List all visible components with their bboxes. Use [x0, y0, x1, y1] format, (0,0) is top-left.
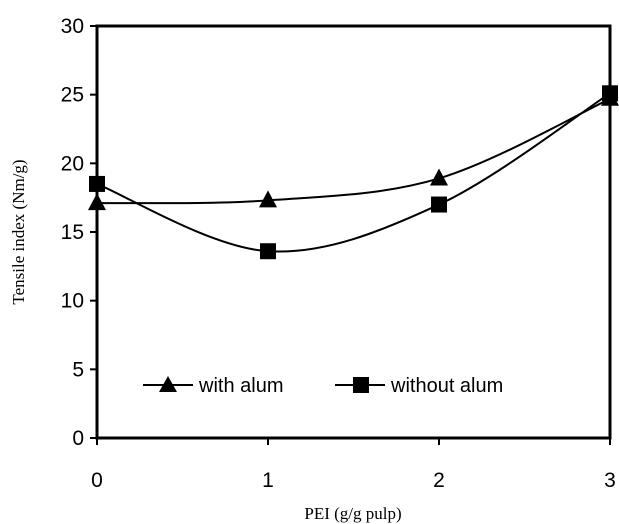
x-axis-label: PEI (g/g pulp): [304, 504, 401, 523]
y-tick-label: 5: [72, 358, 84, 381]
y-tick-label: 30: [61, 15, 84, 38]
legend-label-without-alum: without alum: [390, 375, 503, 397]
y-tick-label: 0: [72, 427, 84, 450]
plot-frame: [95, 24, 612, 440]
series-layer: [88, 85, 619, 260]
x-tick-label: 0: [91, 469, 103, 492]
data-point-without-alum: [260, 243, 276, 260]
x-tick-label: 1: [262, 469, 274, 492]
legend-marker-square: [353, 377, 369, 393]
y-axis: 0 5 10 15 20 25 30: [61, 15, 97, 450]
data-point-without-alum: [602, 85, 618, 102]
data-point-with-alum: [259, 190, 277, 208]
y-tick-label: 20: [61, 152, 84, 175]
data-point-without-alum: [431, 196, 447, 213]
x-tick-label: 3: [604, 469, 616, 492]
legend: with alum without alum: [143, 375, 503, 397]
legend-marker-triangle: [159, 376, 177, 392]
data-point-with-alum: [430, 168, 448, 186]
series-line-with-alum: [96, 97, 611, 205]
series-line-without-alum: [96, 92, 611, 253]
x-tick-label: 2: [433, 469, 445, 492]
y-axis-label: Tensile index (Nm/g): [9, 159, 28, 304]
data-point-without-alum: [89, 175, 105, 192]
legend-label-with-alum: with alum: [198, 375, 283, 397]
x-axis: 0 1 2 3: [91, 438, 616, 492]
y-tick-label: 25: [61, 84, 84, 107]
data-point-with-alum: [88, 193, 106, 211]
y-tick-label: 15: [61, 221, 84, 244]
y-tick-label: 10: [61, 290, 84, 313]
